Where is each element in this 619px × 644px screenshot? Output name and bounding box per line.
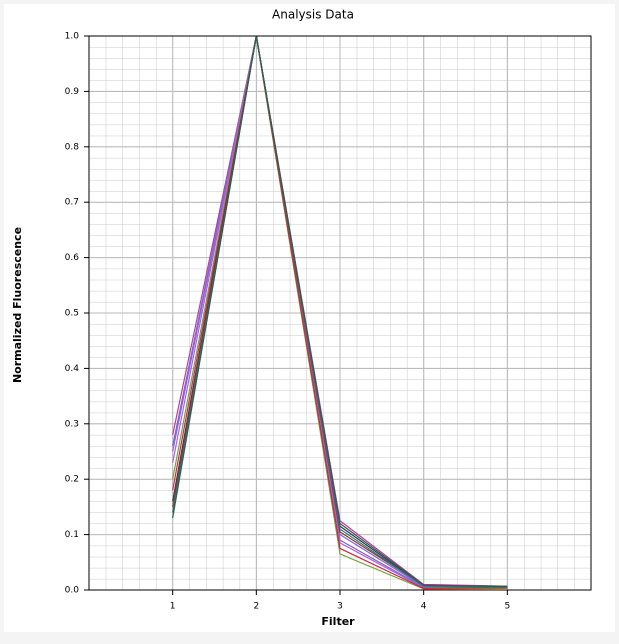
series-line xyxy=(172,35,508,589)
x-tick-label: 1 xyxy=(170,602,176,612)
y-tick-label: 0.9 xyxy=(65,87,80,97)
x-tick-label: 2 xyxy=(253,602,259,612)
x-tick-label: 5 xyxy=(504,602,510,612)
x-tick-label: 4 xyxy=(421,602,427,612)
y-tick-label: 0.3 xyxy=(65,419,79,429)
series-line xyxy=(172,35,508,588)
y-tick-label: 0.1 xyxy=(65,530,79,540)
y-tick-label: 0.0 xyxy=(65,586,80,596)
y-axis-label: Normalized Fluorescence xyxy=(11,227,24,383)
chart-title: Analysis Data xyxy=(272,8,354,22)
y-tick-label: 0.7 xyxy=(65,198,79,208)
y-tick-label: 0.4 xyxy=(65,364,80,374)
y-tick-label: 1.0 xyxy=(65,32,80,42)
y-tick-label: 0.5 xyxy=(65,309,79,319)
x-tick-label: 3 xyxy=(337,602,343,612)
y-tick-label: 0.2 xyxy=(65,475,79,485)
x-axis-label: Filter xyxy=(321,615,355,628)
y-tick-label: 0.8 xyxy=(65,142,80,152)
y-tick-label: 0.6 xyxy=(65,253,80,263)
